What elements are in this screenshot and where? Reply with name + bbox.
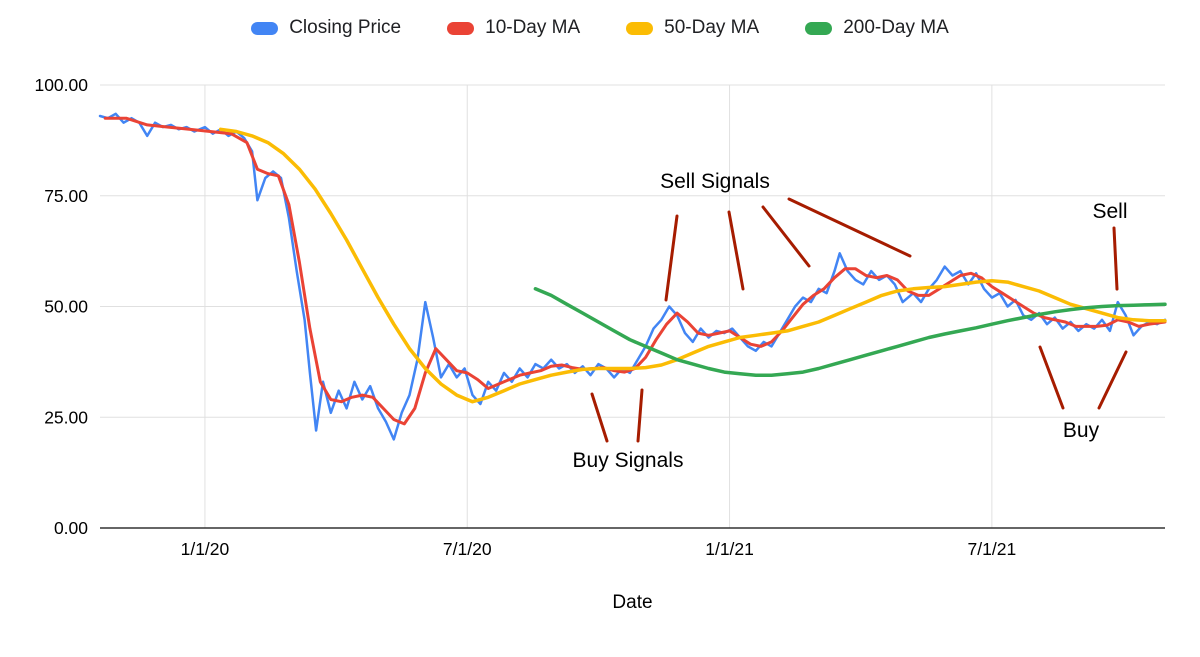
y-tick-label: 25.00 [44,407,88,427]
x-tick-label: 7/1/20 [443,539,492,559]
annotation-pointer-line [1038,345,1065,410]
closing-price-swatch-icon [251,21,279,35]
x-tick-label: 1/1/21 [705,539,754,559]
legend-label: Closing Price [289,17,402,38]
annotation-label-buy: Buy [1063,419,1100,442]
annotation-pointer-line [1112,226,1119,291]
y-tick-label: 0.00 [54,518,88,538]
legend-item-closing-price[interactable]: Closing Price [251,17,401,39]
series-10-day-ma [103,116,1167,426]
y-tick-label: 100.00 [34,75,88,95]
annotation-pointer-line [1097,350,1128,410]
series-closing-price [98,112,1167,441]
chart-legend: Closing Price 10-Day MA 50-Day MA 200-Da… [0,17,1200,39]
y-tick-label: 75.00 [44,186,88,206]
200-day-ma-swatch-icon [805,21,833,35]
annotation-label-sell-signals: Sell Signals [660,170,770,193]
annotation-pointer-line [664,214,679,302]
annotation-pointer-line [787,197,912,258]
annotation-pointer-line [727,210,745,291]
annotation-pointer-line [636,388,644,443]
legend-item-10-day-ma[interactable]: 10-Day MA [447,17,580,39]
50-day-ma-swatch-icon [626,21,654,35]
series-50-day-ma [218,127,1167,404]
legend-item-50-day-ma[interactable]: 50-Day MA [626,17,759,39]
annotation-pointer-line [590,392,609,443]
y-tick-label: 50.00 [44,297,88,317]
x-tick-label: 1/1/20 [181,539,230,559]
legend-item-200-day-ma[interactable]: 200-Day MA [805,17,949,39]
legend-label: 200-Day MA [843,17,949,38]
annotation-label-buy-signals: Buy Signals [573,449,684,472]
x-axis-title: Date [612,592,652,613]
x-tick-label: 7/1/21 [968,539,1017,559]
series-200-day-ma [533,287,1167,377]
legend-label: 10-Day MA [485,17,581,38]
10-day-ma-swatch-icon [447,21,475,35]
legend-label: 50-Day MA [664,17,760,38]
annotation-label-sell: Sell [1092,200,1127,223]
annotation-pointer-line [761,205,811,268]
